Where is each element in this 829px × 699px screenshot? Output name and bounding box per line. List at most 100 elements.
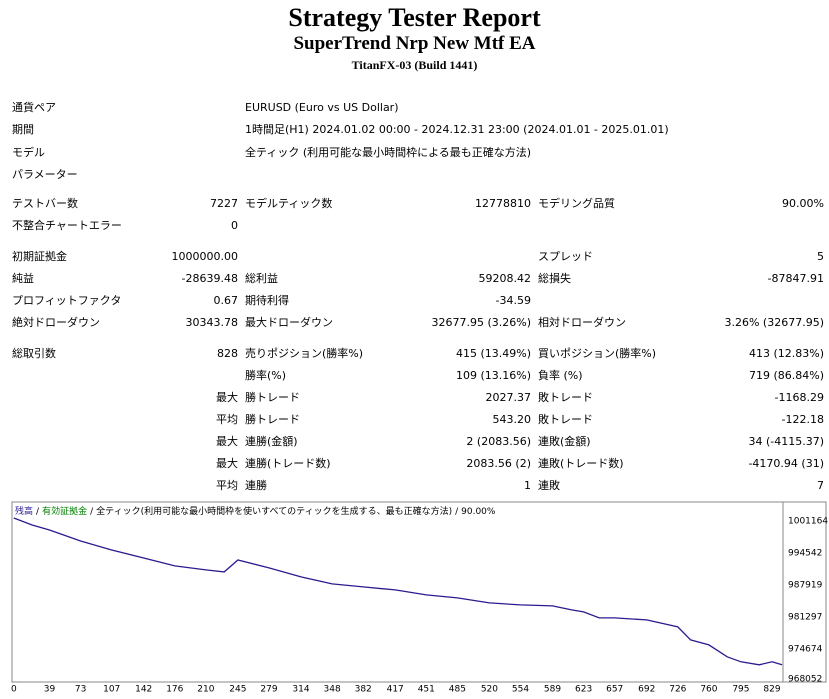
- info-label: モデル: [12, 146, 45, 159]
- stat-label: モデリング品質: [538, 197, 615, 210]
- x-tick-label: 554: [512, 685, 529, 695]
- x-tick-label: 795: [732, 685, 749, 695]
- stat-label: 連敗: [538, 479, 560, 492]
- stat-value: 59208.42: [478, 272, 532, 285]
- stat-value: 最大: [216, 435, 238, 448]
- report-title: Strategy Tester Report: [288, 3, 541, 32]
- x-tick-label: 623: [575, 685, 592, 695]
- legend-entry: 残高: [15, 507, 34, 517]
- stat-value: 719 (86.84%): [748, 369, 824, 382]
- stat-value: 109 (13.16%): [455, 369, 531, 382]
- y-tick-label: 968052: [788, 675, 822, 685]
- stat-value: -1168.29: [774, 391, 824, 404]
- stat-label: 期待利得: [245, 294, 289, 307]
- x-tick-label: 417: [387, 685, 404, 695]
- stat-label: 最大ドローダウン: [245, 316, 333, 329]
- stat-value: 415 (13.49%): [455, 347, 531, 360]
- stat-value: 1: [524, 479, 531, 492]
- chart-frame: [11, 501, 827, 683]
- stat-value: 32677.95 (3.26%): [431, 316, 531, 329]
- x-tick-label: 657: [606, 685, 623, 695]
- stat-value: 最大: [216, 391, 238, 404]
- info-value: 全ティック (利用可能な最小時間枠による最も正確な方法): [245, 146, 532, 159]
- stat-label: 連敗(金額): [538, 435, 591, 448]
- x-tick-label: 485: [449, 685, 466, 695]
- stat-label: プロフィットファクタ: [12, 294, 122, 307]
- stat-label: テストバー数: [12, 197, 78, 210]
- stat-value: 3.26% (32677.95): [724, 316, 824, 329]
- stat-value: 90.00%: [782, 197, 824, 210]
- stat-label: 売りポジション(勝率%): [245, 347, 364, 360]
- legend-entry: 有効証拠金: [42, 507, 88, 517]
- x-tick-label: 382: [355, 685, 372, 695]
- stat-label: 絶対ドローダウン: [12, 316, 100, 329]
- x-tick-label: 73: [75, 685, 86, 695]
- legend-separator: /: [455, 507, 459, 517]
- x-tick-label: 589: [544, 685, 561, 695]
- stat-label: 勝率(%): [245, 369, 287, 382]
- stat-value: 2083.56 (2): [466, 457, 531, 470]
- stat-value: 12778810: [475, 197, 531, 210]
- y-tick-label: 1001164: [788, 516, 828, 526]
- x-tick-label: 39: [44, 685, 56, 695]
- stat-value: -34.59: [495, 294, 531, 307]
- stat-value: 1000000.00: [171, 250, 238, 263]
- info-label: 通貨ペア: [12, 101, 56, 114]
- stat-value: 828: [217, 347, 238, 360]
- stat-value: 34 (-4115.37): [748, 435, 824, 448]
- stat-value: 2 (2083.56): [466, 435, 531, 448]
- info-label: パラメーター: [12, 168, 78, 181]
- stat-value: 最大: [216, 457, 238, 470]
- stat-value: 413 (12.83%): [748, 347, 824, 360]
- legend-separator: /: [36, 507, 40, 517]
- stat-value: 5: [817, 250, 824, 263]
- stat-label: 敗トレード: [538, 391, 593, 404]
- stat-value: -122.18: [781, 413, 824, 426]
- stat-label: 連勝: [245, 479, 267, 492]
- stat-value: 0: [231, 219, 238, 232]
- stat-label: モデルティック数: [245, 197, 333, 210]
- stat-value: 平均: [216, 413, 238, 426]
- stat-label: 買いポジション(勝率%): [538, 347, 657, 360]
- y-tick-label: 994542: [788, 548, 822, 558]
- x-tick-label: 107: [103, 685, 120, 695]
- stat-value: -28639.48: [181, 272, 238, 285]
- balance-line: [13, 517, 783, 666]
- stat-label: 総利益: [245, 272, 278, 285]
- stat-value: 平均: [216, 479, 238, 492]
- stat-value: 0.67: [213, 294, 239, 307]
- stat-value: 2027.37: [485, 391, 532, 404]
- stat-label: 不整合チャートエラー: [12, 219, 122, 232]
- x-tick-label: 726: [669, 685, 686, 695]
- report-subtitle: SuperTrend Nrp New Mtf EA: [293, 33, 536, 54]
- x-tick-label: 760: [700, 685, 717, 695]
- stat-value: -87847.91: [767, 272, 824, 285]
- stat-label: 総損失: [538, 272, 571, 285]
- x-tick-label: 210: [197, 685, 214, 695]
- x-tick-label: 314: [292, 685, 309, 695]
- stat-label: 相対ドローダウン: [538, 316, 626, 329]
- stat-label: 連敗(トレード数): [538, 457, 624, 470]
- x-tick-label: 451: [418, 685, 435, 695]
- stat-value: 7227: [210, 197, 238, 210]
- stat-value: 30343.78: [185, 316, 239, 329]
- x-tick-label: 520: [481, 685, 498, 695]
- y-tick-label: 974674: [788, 644, 823, 654]
- x-tick-label: 142: [135, 685, 152, 695]
- y-tick-label: 981297: [788, 612, 822, 622]
- x-tick-label: 245: [229, 685, 246, 695]
- legend-note: 全ティック(利用可能な最小時間枠を使いすべてのティックを生成する、最も正確な方法…: [96, 507, 453, 517]
- info-value: EURUSD (Euro vs US Dollar): [245, 101, 399, 114]
- stat-label: 総取引数: [12, 347, 56, 360]
- x-tick-label: 279: [260, 685, 277, 695]
- stat-label: 勝トレード: [245, 413, 300, 426]
- stat-label: 敗トレード: [538, 413, 593, 426]
- stat-value: -4170.94 (31): [748, 457, 824, 470]
- legend-separator: /: [90, 507, 94, 517]
- x-tick-label: 692: [638, 685, 655, 695]
- info-label: 期間: [12, 123, 34, 136]
- stat-label: 負率 (%): [538, 369, 583, 382]
- x-tick-label: 348: [324, 685, 341, 695]
